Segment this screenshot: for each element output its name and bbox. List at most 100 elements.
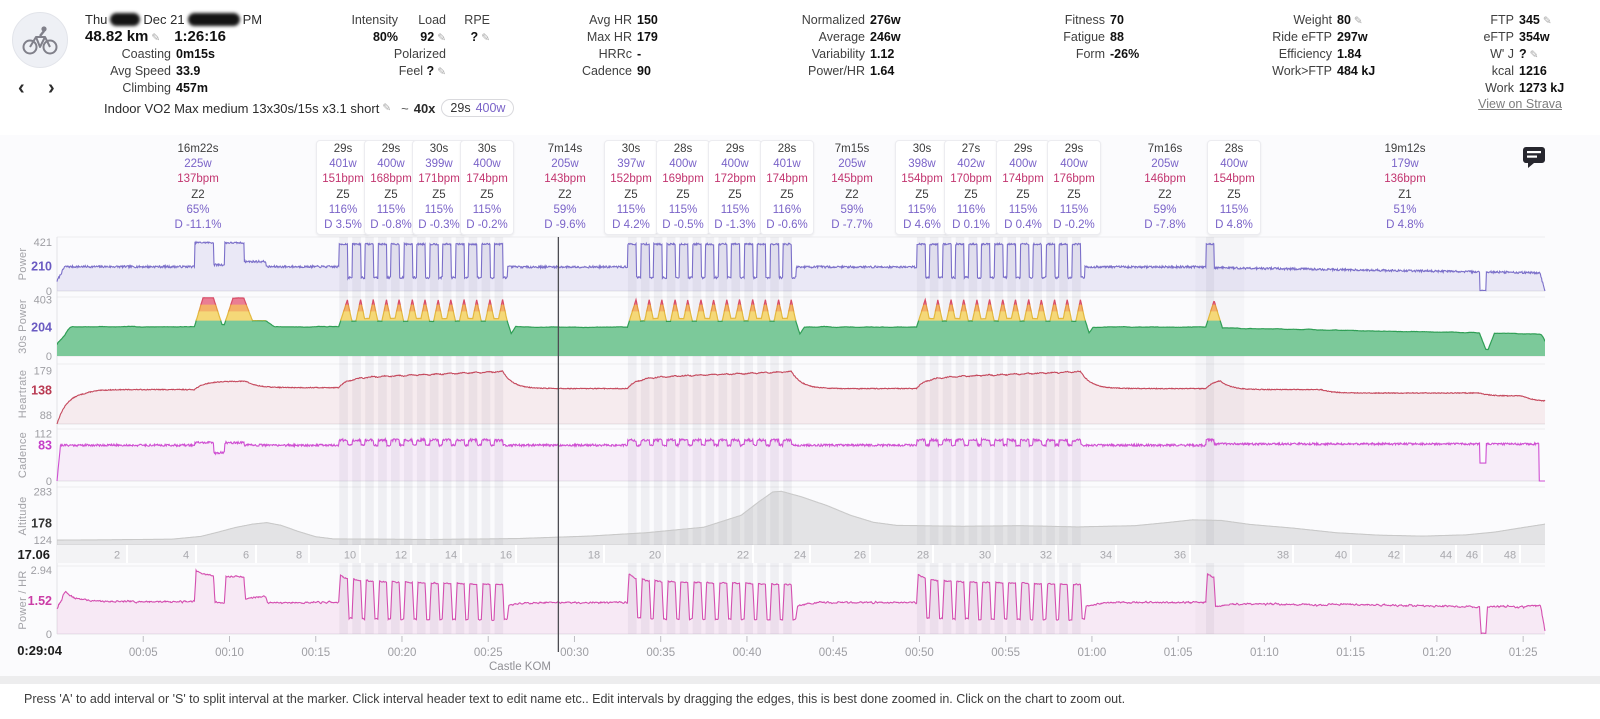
interval-stat: 30s <box>429 143 449 155</box>
interval-stat: 401w <box>773 158 801 171</box>
next-activity-button[interactable]: › <box>48 77 55 99</box>
axis-tick-label: 204 <box>31 320 52 334</box>
stat-value: 70 <box>1110 13 1124 27</box>
interval-header[interactable]: 29s 400w 172bpm Z5 115% D -1.3% <box>708 140 762 236</box>
row-title: Power / HR <box>17 570 29 629</box>
interval-stat: 115% <box>1008 203 1038 216</box>
stat-label: Avg HR <box>589 13 632 27</box>
interval-stripe <box>666 237 676 634</box>
interval-stat: Z5 <box>384 188 398 201</box>
avatar[interactable] <box>12 12 68 68</box>
interval-header[interactable]: 30s 398w 154bpm Z5 115% D 4.6% <box>895 140 949 236</box>
load-value: 92 <box>420 30 435 44</box>
interval-stat: 28s <box>673 143 693 155</box>
time-tick-label: 00:55 <box>991 647 1020 659</box>
interval-header[interactable]: 28s 400w 169bpm Z5 115% D -0.5% <box>656 140 710 236</box>
edit-icon[interactable]: ✎ <box>151 32 161 44</box>
stat-value: 1216 <box>1519 64 1547 78</box>
stat-label: kcal <box>1491 64 1514 78</box>
stat-row: Weight 80 ✎ <box>1228 12 1375 29</box>
interval-stripe <box>455 237 465 634</box>
distance-tick-label: 8 <box>296 550 302 562</box>
interval-stripe <box>692 237 702 634</box>
interval-header[interactable]: 29s 401w 151bpm Z5 116% D 3.5% <box>316 140 370 236</box>
interval-header[interactable]: 29s 400w 168bpm Z5 115% D -0.8% <box>364 140 418 236</box>
distance-tick-label: 10 <box>344 550 356 562</box>
stat-label: Work>FTP <box>1272 64 1332 78</box>
interval-stat: 400w <box>1220 158 1248 171</box>
time-tick-label: 00:50 <box>905 647 934 659</box>
edit-icon[interactable]: ✎ <box>382 102 392 114</box>
footer-hint-bar: Press 'A' to add interval or 'S' to spli… <box>0 684 1600 719</box>
view-on-strava-link[interactable]: View on Strava <box>1478 97 1562 111</box>
interval-header[interactable]: 30s 400w 174bpm Z5 115% D -0.2% <box>460 140 514 236</box>
distance-tick-label: 26 <box>854 550 866 562</box>
interval-stat: 145bpm <box>831 173 873 186</box>
stat-label: W' J <box>1490 47 1514 61</box>
interval-stat: D 0.1% <box>952 219 990 232</box>
feel-label: Feel <box>398 64 424 78</box>
interval-header[interactable]: 19m12s 179w 136bpm Z1 51% D 4.8% <box>1379 142 1431 233</box>
interval-stat: 116% <box>956 203 986 216</box>
interval-stat: Z5 <box>480 188 494 201</box>
altitude-area <box>57 491 1545 545</box>
previous-activity-button[interactable]: ‹ <box>18 77 25 99</box>
edit-icon[interactable]: ✎ <box>1542 15 1552 27</box>
stat-value: 1.12 <box>870 47 895 61</box>
feel-value: ? <box>426 64 435 78</box>
distance-tick-label: 20 <box>649 550 661 562</box>
interval-stat: 115% <box>472 203 502 216</box>
approx-symbol: ~ <box>401 100 409 116</box>
comment-icon[interactable] <box>1522 146 1546 173</box>
redacted-blob <box>110 13 141 26</box>
interval-header[interactable]: 7m15s 205w 145bpm Z2 59% D -7.7% <box>826 142 878 233</box>
stat-row: Ride eFTP 297w <box>1228 29 1375 46</box>
interval-header[interactable]: 28s 400w 154bpm Z5 115% D 4.8% <box>1207 140 1261 236</box>
axis-tick-label: 88 <box>40 410 52 422</box>
stat-value: 0m15s <box>176 47 215 61</box>
stat-label: Power/HR <box>808 64 865 78</box>
interval-header[interactable]: 30s 399w 171bpm Z5 115% D -0.3% <box>412 140 466 236</box>
stat-value: 484 kJ <box>1337 64 1376 78</box>
stat-label: Ride eFTP <box>1272 30 1332 44</box>
interval-header[interactable]: 16m22s 225w 137bpm Z2 65% D -11.1% <box>172 142 224 233</box>
axis-tick-label: 112 <box>34 428 52 440</box>
edit-icon[interactable]: ✎ <box>481 32 490 44</box>
interval-stat: 7m14s <box>547 143 583 155</box>
interval-header[interactable]: 29s 400w 174bpm Z5 115% D 0.4% <box>996 140 1050 236</box>
time-tick-label: 00:20 <box>388 647 417 659</box>
interval-header[interactable]: 7m16s 205w 146bpm Z2 59% D -7.8% <box>1139 142 1191 233</box>
p30-zone-area <box>57 319 1545 356</box>
stat-label: eFTP <box>1483 30 1514 44</box>
target-power: 400w <box>475 101 506 115</box>
interval-stripe <box>1046 237 1055 634</box>
row-title: Heartrate <box>17 370 29 419</box>
edit-icon[interactable]: ✎ <box>1353 15 1363 27</box>
edit-icon[interactable]: ✎ <box>437 32 446 44</box>
interval-header[interactable]: 27s 402w 170bpm Z5 116% D 0.1% <box>944 140 998 236</box>
axis-tick-label: 0 <box>46 286 52 298</box>
interval-stripe <box>352 237 361 634</box>
edit-icon[interactable]: ✎ <box>437 66 446 78</box>
left-stat-list: Coasting 0m15s Avg Speed 33.9 Climbing 457m <box>85 46 215 97</box>
activity-title[interactable]: Indoor VO2 Max medium 13x30s/15s x3.1 sh… <box>104 100 380 116</box>
stat-row: eFTP 354w <box>1424 29 1564 46</box>
distance-tick-label: 28 <box>917 550 929 562</box>
distance-tick-label: 42 <box>1388 550 1400 562</box>
edit-icon[interactable]: ✎ <box>1529 49 1539 61</box>
interval-stat: 7m16s <box>1147 143 1183 155</box>
interval-header[interactable]: 29s 400w 176bpm Z5 115% D -0.2% <box>1047 140 1101 236</box>
stat-label: Max HR <box>586 30 632 44</box>
interval-stat: 115% <box>616 203 646 216</box>
workout-target-pill[interactable]: 29s 400w <box>441 99 515 117</box>
interval-stat: D -0.5% <box>662 219 704 232</box>
interval-stat: 205w <box>551 158 579 171</box>
interval-header[interactable]: 30s 397w 152bpm Z5 115% D 4.2% <box>604 140 658 236</box>
interval-header[interactable]: 7m14s 205w 143bpm Z2 59% D -9.6% <box>539 142 591 233</box>
interval-stripe <box>416 237 426 634</box>
interval-header[interactable]: 28s 401w 174bpm Z5 116% D -0.6% <box>760 140 814 236</box>
stat-value: 276w <box>870 13 901 27</box>
stat-value: 345 <box>1519 13 1540 27</box>
interval-stat: 115% <box>907 203 937 216</box>
